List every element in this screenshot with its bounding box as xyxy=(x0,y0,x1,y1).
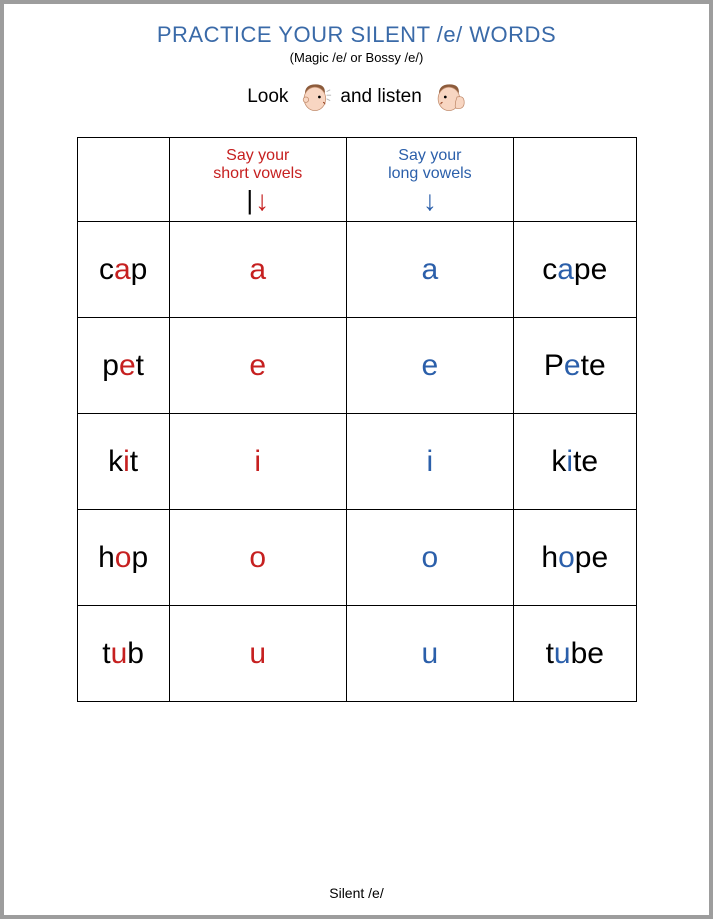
short-vowel-cell: i xyxy=(169,414,346,510)
short-word-cell: hop xyxy=(77,510,169,606)
long-word-cell: hope xyxy=(514,510,636,606)
look-label: Look xyxy=(247,86,288,108)
col-header-blank-right xyxy=(514,138,636,222)
short-vowel-cell: e xyxy=(169,318,346,414)
table-row: capaacape xyxy=(77,222,636,318)
long-arrow-icon: ↓ xyxy=(351,187,509,215)
listen-label: and listen xyxy=(340,86,421,108)
short-word-cell: pet xyxy=(77,318,169,414)
table-row: tubuutube xyxy=(77,606,636,702)
long-word-cell: tube xyxy=(514,606,636,702)
long-vowel-cell: u xyxy=(346,606,513,702)
long-vowel-cell: e xyxy=(346,318,513,414)
long-vowel-cell: a xyxy=(346,222,513,318)
short-word-cell: kit xyxy=(77,414,169,510)
vowel-table: Say your short vowels |↓ Say your long v… xyxy=(77,137,637,702)
look-face-icon xyxy=(296,79,332,115)
long-vowel-cell: o xyxy=(346,510,513,606)
long-word-cell: kite xyxy=(514,414,636,510)
look-listen-row: Look and listen xyxy=(32,79,681,115)
page-footer: Silent /e/ xyxy=(4,885,709,901)
short-vowel-cell: u xyxy=(169,606,346,702)
table-row: peteePete xyxy=(77,318,636,414)
long-word-cell: Pete xyxy=(514,318,636,414)
long-word-cell: cape xyxy=(514,222,636,318)
table-row: hopoohope xyxy=(77,510,636,606)
page-title: PRACTICE YOUR SILENT /e/ WORDS xyxy=(32,22,681,48)
table-row: kitiikite xyxy=(77,414,636,510)
short-vowel-cell: a xyxy=(169,222,346,318)
short-word-cell: cap xyxy=(77,222,169,318)
listen-face-icon xyxy=(430,79,466,115)
short-vowel-cell: o xyxy=(169,510,346,606)
page-subtitle: (Magic /e/ or Bossy /e/) xyxy=(32,50,681,65)
col-header-long: Say your long vowels ↓ xyxy=(346,138,513,222)
col-header-blank-left xyxy=(77,138,169,222)
long-vowel-cell: i xyxy=(346,414,513,510)
short-word-cell: tub xyxy=(77,606,169,702)
short-arrow-icon: |↓ xyxy=(174,187,342,215)
col-header-short: Say your short vowels |↓ xyxy=(169,138,346,222)
